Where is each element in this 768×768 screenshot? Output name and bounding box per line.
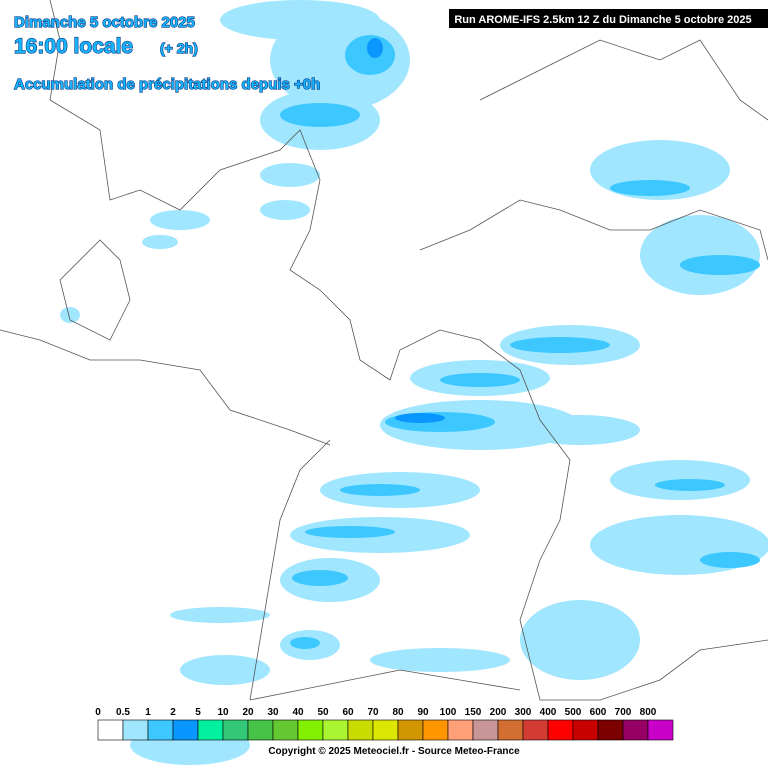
- legend-label: 400: [540, 707, 557, 718]
- legend-swatch: [347, 719, 374, 741]
- legend-swatch: [272, 719, 299, 741]
- legend-label: 70: [367, 707, 379, 718]
- legend-swatch: [397, 719, 424, 741]
- legend: 0 0.5 1 2 5 10 20 30 40 50 60 70 80 90 100 150 200 300 400…: [94, 706, 674, 741]
- legend-swatch: [222, 719, 249, 741]
- legend-swatch: [322, 719, 349, 741]
- legend-label: 2: [170, 707, 176, 718]
- legend-swatch: [572, 719, 599, 741]
- legend-label: 150: [465, 707, 482, 718]
- legend-label: 30: [267, 707, 279, 718]
- legend-swatch: [197, 719, 224, 741]
- legend-label: 1: [145, 707, 151, 718]
- legend-swatch: [447, 719, 474, 741]
- legend-label: 500: [565, 707, 582, 718]
- legend-swatch: [122, 719, 149, 741]
- legend-label: 20: [242, 707, 254, 718]
- legend-label: 300: [515, 707, 532, 718]
- legend-label: 0.5: [116, 707, 130, 718]
- legend-swatch: [472, 719, 499, 741]
- legend-label: 0: [95, 707, 101, 718]
- legend-label: 700: [615, 707, 632, 718]
- borders: [0, 0, 768, 701]
- legend-swatch: [622, 719, 649, 741]
- time: 16:00 locale: [14, 35, 133, 58]
- legend-swatch: [647, 719, 674, 741]
- precipitation-field: [60, 0, 768, 765]
- legend-swatch: [297, 719, 324, 741]
- legend-swatch: [247, 719, 274, 741]
- legend-label: 60: [342, 707, 354, 718]
- legend-swatch: [597, 719, 624, 741]
- legend-label: 200: [490, 707, 507, 718]
- legend-swatch: [172, 719, 199, 741]
- date: Dimanche 5 octobre 2025: [14, 14, 195, 31]
- legend-label: 80: [392, 707, 404, 718]
- product: Accumulation de précipitations depuis +0…: [14, 76, 320, 93]
- legend-swatch: [497, 719, 524, 741]
- offset: (+ 2h): [160, 40, 198, 56]
- legend-label: 100: [440, 707, 457, 718]
- legend-label: 40: [292, 707, 304, 718]
- legend-label: 600: [590, 707, 607, 718]
- legend-label: 5: [195, 707, 201, 718]
- run-info: Run AROME-IFS 2.5km 12 Z du Dimanche 5 o…: [454, 14, 751, 26]
- legend-swatch: [97, 719, 124, 741]
- copyright: Copyright © 2025 Meteociel.fr - Source M…: [268, 746, 520, 757]
- legend-label: 10: [217, 707, 229, 718]
- legend-swatch: [547, 719, 574, 741]
- legend-label: 800: [640, 707, 657, 718]
- legend-swatch: [147, 719, 174, 741]
- legend-swatch: [522, 719, 549, 741]
- legend-swatch: [372, 719, 399, 741]
- legend-label: 50: [317, 707, 329, 718]
- legend-label: 90: [417, 707, 429, 718]
- run-box: [449, 9, 768, 28]
- legend-swatch: [422, 719, 449, 741]
